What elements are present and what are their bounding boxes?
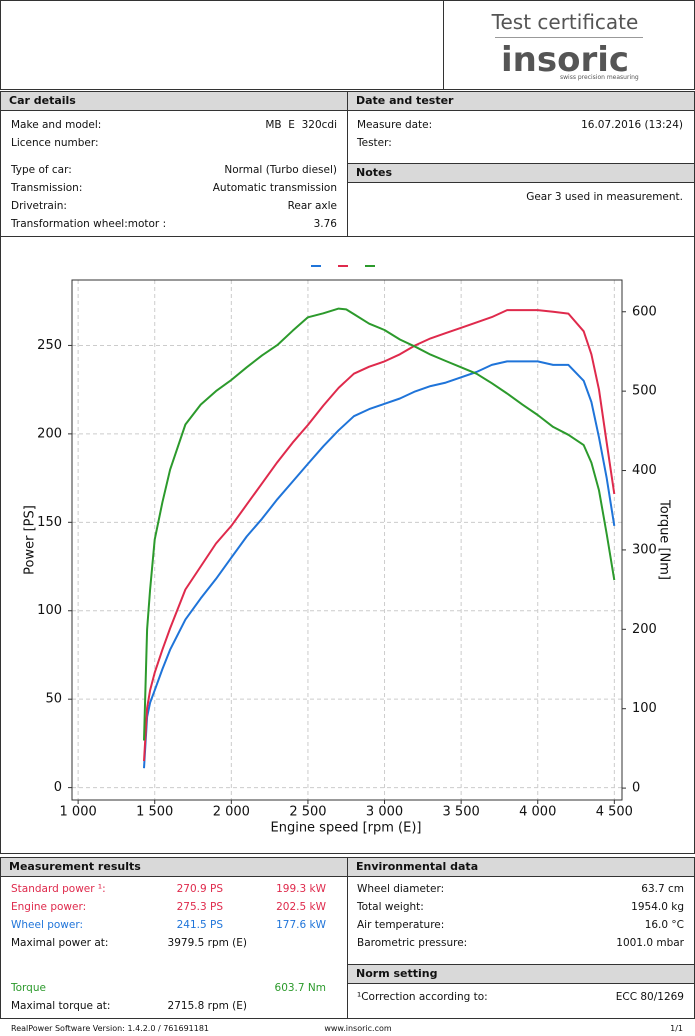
- header-rule: [495, 37, 643, 38]
- y2-axis-label: Torque [Nm]: [657, 499, 672, 580]
- result-value: 2715.8 rpm (E): [167, 1000, 247, 1012]
- x-tick-label: 3 500: [443, 805, 480, 820]
- result-label: Maximal torque at:: [11, 1000, 111, 1012]
- section-header: Norm setting: [347, 964, 695, 984]
- brand: insoric: [500, 40, 630, 80]
- result-value: 603.7 Nm: [274, 982, 326, 994]
- x-tick-label: 4 000: [519, 805, 556, 820]
- footer-page: 1/1: [670, 1024, 683, 1033]
- result-value: 202.5 kW: [276, 901, 326, 913]
- row-label: Licence number:: [11, 137, 99, 149]
- x-tick-label: 4 500: [596, 805, 633, 820]
- row-value: 63.7 cm: [641, 883, 684, 895]
- row-value: MB E 320cdi: [265, 119, 337, 131]
- row-label: Air temperature:: [357, 919, 445, 931]
- tagline: swiss precision measuring: [560, 74, 639, 81]
- result-label: Wheel power:: [11, 919, 84, 931]
- y2-tick-label: 0: [632, 781, 640, 796]
- result-value: 241.5 PS: [176, 919, 223, 931]
- y2-tick-label: 300: [632, 542, 657, 557]
- y2-tick-label: 200: [632, 622, 657, 637]
- section-header: Notes: [347, 163, 695, 183]
- y2-tick-label: 100: [632, 701, 657, 716]
- result-label: Standard power ¹:: [11, 883, 106, 895]
- row-label: Make and model:: [11, 119, 102, 131]
- row-label: Measure date:: [357, 119, 433, 131]
- plot-frame: [71, 279, 623, 801]
- y-tick-label: 50: [45, 692, 62, 707]
- x-axis-label: Engine speed [rpm (E)]: [271, 821, 422, 836]
- footer-software: RealPower Software Version: 1.4.2.0 / 76…: [11, 1024, 210, 1033]
- row-value: Normal (Turbo diesel): [224, 164, 337, 176]
- row-label: Total weight:: [357, 901, 424, 913]
- x-tick-label: 2 000: [213, 805, 250, 820]
- result-value: 270.9 PS: [176, 883, 223, 895]
- y-tick-label: 0: [54, 780, 62, 795]
- section-header: Measurement results: [0, 857, 348, 877]
- row-value: ECC 80/1269: [615, 991, 684, 1003]
- header-title: Test certificate: [491, 10, 639, 34]
- notes-text: Gear 3 used in measurement.: [526, 191, 683, 203]
- result-label: Maximal power at:: [11, 937, 109, 949]
- row-label: Tester:: [357, 137, 392, 149]
- row-value: 16.07.2016 (13:24): [581, 119, 683, 131]
- result-value: 275.3 PS: [176, 901, 223, 913]
- footer-website: www.insoric.com: [324, 1024, 392, 1033]
- row-label: ¹Correction according to:: [357, 991, 488, 1003]
- section-header: Date and tester: [347, 91, 695, 111]
- row-value: Automatic transmission: [212, 182, 337, 194]
- row-value: Rear axle: [287, 200, 337, 212]
- row-value: 1001.0 mbar: [616, 937, 684, 949]
- y-tick-label: 150: [37, 515, 62, 530]
- y2-tick-label: 400: [632, 463, 657, 478]
- result-label: Torque: [11, 982, 46, 994]
- y-tick-label: 250: [37, 338, 62, 353]
- series-line: [143, 360, 616, 769]
- y2-tick-label: 600: [632, 304, 657, 319]
- result-label: Engine power:: [11, 901, 87, 913]
- x-tick-label: 2 500: [289, 805, 326, 820]
- result-value: 177.6 kW: [276, 919, 326, 931]
- y-axis-label: Power [PS]: [23, 505, 38, 575]
- result-value: 3979.5 rpm (E): [167, 937, 247, 949]
- row-label: Drivetrain:: [11, 200, 67, 212]
- chart: Engine speed [rpm (E)] Power [PS] Torque…: [23, 265, 672, 836]
- row-label: Barometric pressure:: [357, 937, 468, 949]
- y-tick-label: 100: [37, 603, 62, 618]
- row-value: 1954.0 kg: [631, 901, 684, 913]
- row-value: 16.0 °C: [644, 919, 684, 931]
- row-label: Wheel diameter:: [357, 883, 445, 895]
- x-tick-label: 1 000: [60, 805, 97, 820]
- row-label: Transformation wheel:motor :: [11, 218, 167, 230]
- row-value: 3.76: [313, 218, 337, 230]
- section-header: Car details: [0, 91, 348, 111]
- row-label: Transmission:: [11, 182, 83, 194]
- x-tick-label: 1 500: [136, 805, 173, 820]
- row-label: Type of car:: [11, 164, 72, 176]
- series-line: [143, 307, 616, 741]
- x-tick-label: 3 000: [366, 805, 403, 820]
- series-line: [143, 309, 616, 762]
- header-divider: [443, 0, 444, 90]
- y2-tick-label: 500: [632, 384, 657, 399]
- y-tick-label: 200: [37, 426, 62, 441]
- section-header: Environmental data: [347, 857, 695, 877]
- result-value: 199.3 kW: [276, 883, 326, 895]
